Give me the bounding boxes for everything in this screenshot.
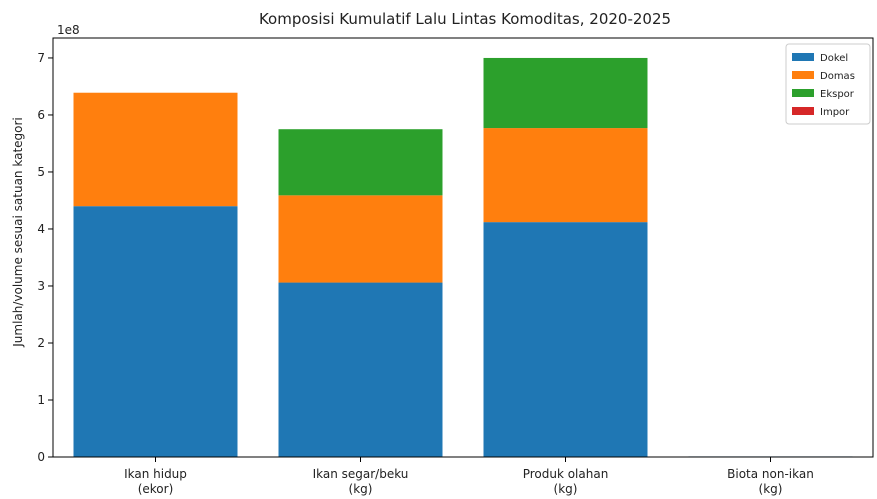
x-tick-label-line: Biota non-ikan	[727, 467, 814, 481]
x-tick-label-line: (ekor)	[138, 482, 174, 496]
bar-segment-dokel-1	[278, 282, 443, 457]
y-tick-label: 2	[37, 336, 45, 350]
bars-group	[73, 57, 853, 457]
chart-title: Komposisi Kumulatif Lalu Lintas Komodita…	[259, 10, 671, 28]
bar-segment-domas-1	[278, 195, 443, 283]
legend-swatch-ekspor	[792, 89, 814, 97]
x-tick-label: Produk olahan (kg)	[523, 467, 609, 496]
legend-label-domas: Domas	[820, 71, 855, 82]
y-tick-label: 0	[37, 450, 45, 464]
y-tick-label: 3	[37, 279, 45, 293]
legend-swatch-impor	[792, 107, 814, 115]
y-tick-label: 4	[37, 222, 45, 236]
bar-segment-dokel-2	[483, 222, 648, 457]
y-axis-multiplier: 1e8	[57, 23, 80, 37]
legend-label-impor: Impor	[820, 107, 850, 118]
x-tick-label: Ikan segar/beku (kg)	[313, 467, 409, 496]
x-tick-label-line: Ikan segar/beku	[313, 467, 409, 481]
y-tick-label: 5	[37, 165, 45, 179]
x-tick-label: Biota non-ikan (kg)	[727, 467, 814, 496]
x-tick-label-line: (kg)	[349, 482, 373, 496]
y-axis-label: Jumlah/volume sesuai satuan kategori	[11, 117, 25, 348]
x-tick-label-line: (kg)	[554, 482, 578, 496]
y-tick-label: 7	[37, 51, 45, 65]
legend-swatch-domas	[792, 71, 814, 79]
bar-segment-domas-2	[483, 128, 648, 223]
bar-segment-ekspor-1	[278, 129, 443, 196]
legend-swatch-dokel	[792, 53, 814, 61]
x-axis: Ikan hidup (ekor)Ikan segar/beku (kg)Produ…	[124, 457, 814, 496]
y-tick-label: 6	[37, 108, 45, 122]
y-tick-label: 1	[37, 393, 45, 407]
legend-label-dokel: Dokel	[820, 53, 848, 64]
y-axis: 0 1 2 3 4 5 6 7	[37, 51, 53, 464]
bar-segment-ekspor-2	[483, 57, 648, 129]
plot-frame	[52, 37, 874, 458]
legend-box	[785, 43, 871, 125]
x-tick-label-line: Produk olahan	[523, 467, 609, 481]
x-tick-label: Ikan hidup (ekor)	[124, 467, 187, 496]
legend: Dokel Domas Ekspor Impor	[785, 43, 871, 125]
x-tick-label-line: Ikan hidup	[124, 467, 187, 481]
legend-label-ekspor: Ekspor	[820, 89, 855, 100]
bar-segment-dokel-0	[73, 206, 238, 457]
x-tick-label-line: (kg)	[759, 482, 783, 496]
bar-segment-domas-0	[73, 92, 238, 207]
